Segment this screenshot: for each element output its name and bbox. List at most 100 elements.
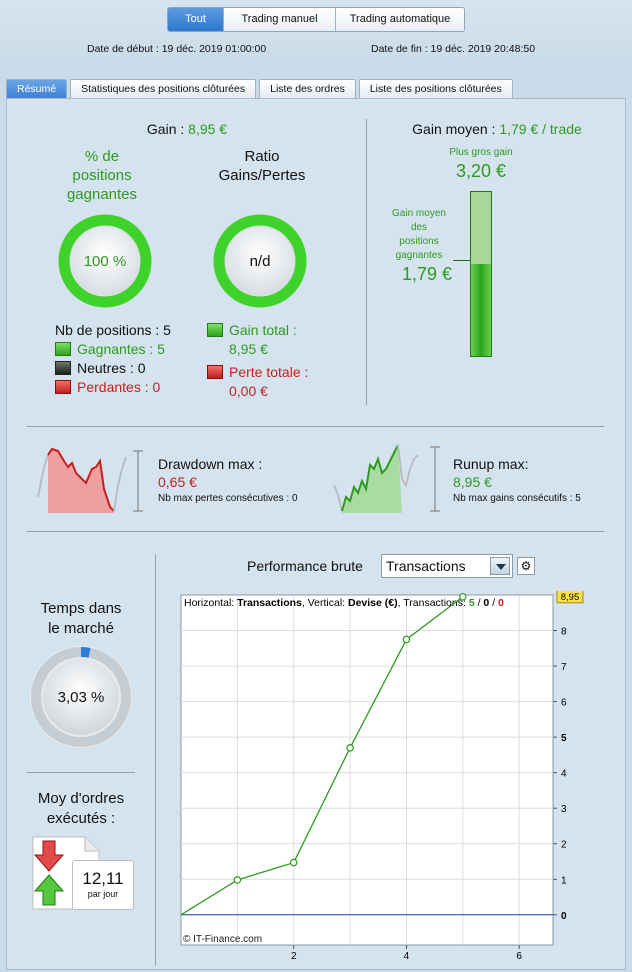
chevron-down-icon[interactable] <box>490 557 510 575</box>
gain-total-row: Gain total : <box>207 321 308 340</box>
tab-trading-automatique[interactable]: Trading automatique <box>336 8 464 31</box>
gain-bar-fill <box>471 264 491 356</box>
green-square-icon <box>207 323 223 337</box>
ring-inner <box>226 227 294 295</box>
gain-total-value: 8,95 € <box>229 341 268 357</box>
perdantes-row: Perdantes : 0 <box>55 378 171 397</box>
gain-total-label: Gain total : <box>229 322 297 338</box>
ratio-label-line: Gains/Pertes <box>218 167 306 184</box>
horizontal-divider <box>27 772 135 773</box>
black-square-icon <box>55 361 71 375</box>
chart-header-part: 0 <box>498 597 504 609</box>
plot-area <box>180 594 554 946</box>
perte-totale-value: 0,00 € <box>229 383 268 399</box>
drawdown-label: Drawdown max : <box>158 456 263 472</box>
sub-tabs: Résumé Statistiques des positions clôtur… <box>6 79 516 99</box>
data-point <box>233 876 242 884</box>
ring-fill <box>58 214 152 308</box>
data-point <box>459 592 467 601</box>
tab-liste-ordres[interactable]: Liste des ordres <box>259 79 356 98</box>
tab-liste-positions[interactable]: Liste des positions clôturées <box>358 79 513 98</box>
temps-label-line: le marché <box>48 620 114 637</box>
performance-select-value: Transactions <box>386 558 466 574</box>
avg-label: Gain moyen des positions gagnantes <box>379 207 459 263</box>
chart-header-part: , Transactions: <box>398 597 469 609</box>
chart-header-part: Devise (€) <box>348 597 398 609</box>
data-point <box>346 743 354 752</box>
last-value-badge <box>556 591 584 604</box>
perte-totale-label: Perte totale : <box>229 364 309 380</box>
mode-tabs: Tout Trading manuel Trading automatique <box>167 7 465 32</box>
gain-moyen-heading: Gain moyen : 1,79 € / trade <box>377 121 617 137</box>
pct-winning-ring <box>58 214 152 308</box>
drawdown-sub: Nb max pertes consécutives : 0 <box>158 493 298 504</box>
y-tick-label: 0 <box>561 911 567 922</box>
runup-label: Runup max: <box>453 456 529 472</box>
gain-bar <box>470 191 492 357</box>
ordres-unit: par jour <box>87 889 119 899</box>
tab-tout[interactable]: Tout <box>168 8 224 31</box>
vertical-divider <box>366 119 367 405</box>
y-tick-label: 2 <box>561 840 567 851</box>
pct-winning-label-line: gagnantes <box>66 186 138 203</box>
pct-winning-label-line: positions <box>72 167 132 184</box>
plus-gros-gain-label: Plus gros gain <box>449 147 513 158</box>
chart-watermark: © IT-Finance.com <box>183 934 262 945</box>
avg-label-line: des <box>410 222 428 233</box>
chart-header: Horizontal: Transactions, Vertical: Devi… <box>184 597 504 609</box>
performance-chart: Horizontal: Transactions, Vertical: Devi… <box>180 591 584 962</box>
chart-header-part: 5 <box>469 597 475 609</box>
horizontal-divider <box>27 426 604 427</box>
avg-label-line: Gain moyen <box>392 208 446 219</box>
tab-trading-manuel[interactable]: Trading manuel <box>224 8 336 31</box>
tab-statistiques[interactable]: Statistiques des positions clôturées <box>70 79 257 98</box>
data-point <box>402 635 411 644</box>
ordres-value: 12,11 <box>82 869 124 888</box>
x-tick-label: 2 <box>291 951 297 962</box>
green-square-icon <box>55 342 71 356</box>
y-tick-label: 3 <box>561 804 567 815</box>
performance-select[interactable]: Transactions <box>381 554 513 578</box>
pct-winning-label: % de positions gagnantes <box>47 147 157 204</box>
gain-value: 8,95 € <box>188 121 228 137</box>
neutres-text: Neutres : 0 <box>77 360 146 376</box>
neutres-row: Neutres : 0 <box>55 359 171 378</box>
y-tick-label: 4 <box>561 769 567 780</box>
ratio-ring <box>213 214 307 308</box>
runup-sub: Nb max gains consécutifs : 5 <box>453 493 581 504</box>
chart-header-part: / <box>475 597 484 609</box>
perdantes-text: Perdantes : 0 <box>77 379 161 395</box>
wrench-icon[interactable]: ⚙ <box>517 557 535 575</box>
red-square-icon <box>55 380 71 394</box>
gain-moyen-value: 1,79 € / trade <box>499 121 582 137</box>
red-square-icon <box>207 365 223 379</box>
y-tick-label: 5 <box>561 733 567 744</box>
ratio-label: Ratio Gains/Pertes <box>202 147 322 185</box>
gagnantes-row: Gagnantes : 5 <box>55 340 171 359</box>
summary-panel: Gain : 8,95 € % de positions gagnantes 1… <box>6 98 626 970</box>
ordres-label-line: Moy d'ordres <box>37 790 125 807</box>
temps-label-line: Temps dans <box>40 600 122 617</box>
performance-label: Performance brute <box>247 558 363 574</box>
position-counts: Nb de positions : 5 Gagnantes : 5 Neutre… <box>55 321 171 397</box>
plus-gros-gain-value: 3,20 € <box>455 161 507 181</box>
horizontal-divider <box>27 531 604 532</box>
series-line <box>180 596 464 916</box>
runup-sparkline-icon <box>333 444 440 513</box>
pct-winning-label-line: % de <box>84 148 120 165</box>
gain-moyen-label: Gain moyen : <box>412 121 500 137</box>
avg-label-line: positions <box>399 236 439 247</box>
tab-resume[interactable]: Résumé <box>6 79 68 99</box>
x-tick-label: 4 <box>404 951 410 962</box>
avg-label-line: gagnantes <box>395 250 443 261</box>
gain-heading: Gain : 8,95 € <box>7 121 367 137</box>
y-tick-label: 7 <box>561 662 567 673</box>
top-bar: Tout Trading manuel Trading automatique … <box>0 0 632 70</box>
orders-value-card: 12,11 par jour <box>72 860 134 910</box>
temps-label: Temps dans le marché <box>17 599 145 639</box>
temps-value: 3,03 % <box>57 689 105 706</box>
ratio-value: n/d <box>249 253 271 270</box>
perte-totale-row: Perte totale : <box>207 363 308 382</box>
start-date: Date de début : 19 déc. 2019 01:00:00 <box>87 43 267 55</box>
y-tick-label: 8 <box>561 627 567 638</box>
